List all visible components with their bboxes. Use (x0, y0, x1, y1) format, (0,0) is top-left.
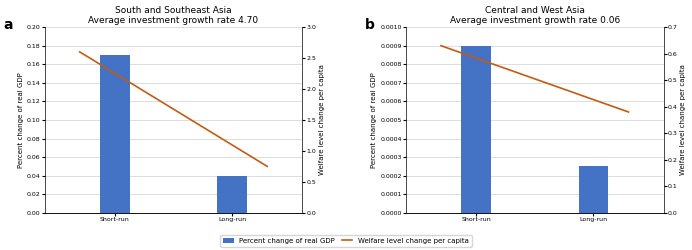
Bar (217, 176, 246, 213)
Bar (100, 55, 129, 213)
Y-axis label: Percent change of real GDP: Percent change of real GDP (372, 72, 377, 168)
Bar (579, 166, 608, 213)
Title: Central and West Asia
Average investment growth rate 0.06: Central and West Asia Average investment… (450, 6, 620, 25)
Text: a: a (3, 18, 13, 32)
Title: South and Southeast Asia
Average investment growth rate 4.70: South and Southeast Asia Average investm… (89, 6, 259, 25)
Y-axis label: Percent change of real GDP: Percent change of real GDP (18, 72, 24, 168)
Bar (462, 46, 491, 213)
Y-axis label: Welfare level change per capita: Welfare level change per capita (319, 64, 325, 176)
Y-axis label: Welfare level change per capita: Welfare level change per capita (680, 64, 686, 176)
Text: b: b (365, 18, 374, 32)
Legend: Percent change of real GDP, Welfare level change per capita: Percent change of real GDP, Welfare leve… (221, 235, 471, 246)
